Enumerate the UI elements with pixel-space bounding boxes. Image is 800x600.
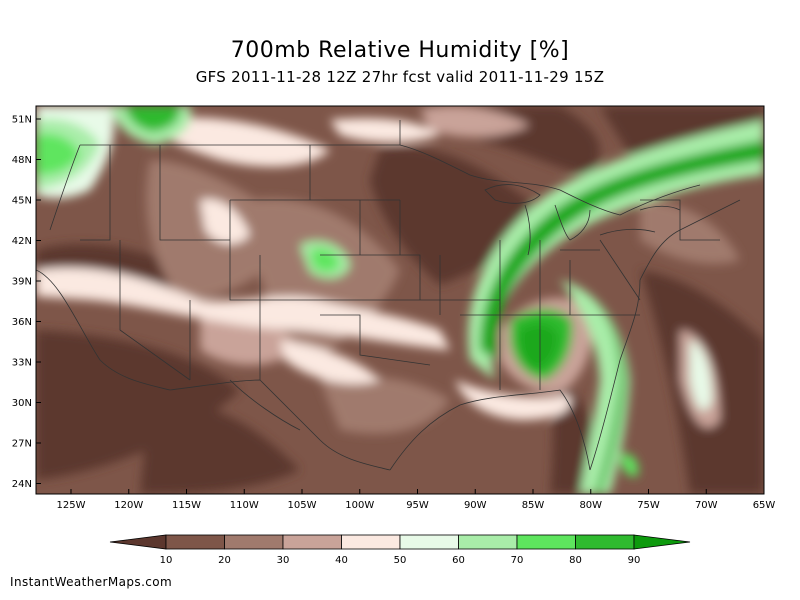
credit-text: InstantWeatherMaps.com [10,575,173,589]
lat-tick-label: 30N [12,398,32,409]
colorbar-label: 20 [218,555,231,566]
colorbar-label: 50 [394,555,407,566]
colorbar-segment [516,534,576,550]
state-borders [36,120,741,471]
colorbar-label: 10 [160,555,173,566]
lon-tick-label: 65W [753,500,776,511]
longitude-axis: 125W 120W 115W 110W 105W 100W 95W 90W 85W 80W 75W 7… [57,489,776,511]
colorbar-label: 40 [335,555,348,566]
lon-tick-label: 125W [57,500,86,511]
colorbar-label: 70 [511,555,524,566]
colorbar-label: 30 [277,555,290,566]
colorbar-legend: 10 20 30 40 50 60 70 80 90 [109,534,691,566]
colorbar-segment [282,534,342,550]
lon-tick-label: 115W [172,500,201,511]
latitude-axis: 51N 48N 45N 42N 39N 36N 33N 30N 27N 24N [12,115,41,490]
lon-tick-label: 95W [406,500,429,511]
colorbar-low-end [109,534,167,550]
lon-tick-label: 85W [522,500,545,511]
lat-tick-label: 27N [12,439,32,450]
lat-tick-label: 36N [12,317,32,328]
lon-tick-label: 120W [114,500,143,511]
lat-tick-label: 39N [12,277,32,288]
colorbar-segment [224,534,284,550]
colorbar-label: 90 [628,555,641,566]
colorbar-high-end [633,534,691,550]
lat-tick-label: 24N [12,479,32,490]
chart-subtitle: GFS 2011-11-28 12Z 27hr fcst valid 2011-… [195,68,605,86]
humidity-field [36,106,764,494]
colorbar-segment [165,534,225,550]
colorbar-label: 60 [452,555,465,566]
lat-tick-label: 33N [12,358,32,369]
lon-tick-label: 110W [230,500,259,511]
colorbar-segment [458,534,518,550]
lon-tick-label: 100W [345,500,374,511]
great-lakes [484,184,681,256]
colorbar-label: 80 [569,555,582,566]
lat-tick-label: 45N [12,196,32,207]
chart-title: 700mb Relative Humidity [%] [230,38,570,63]
colorbar-segment [341,534,401,550]
colorbar-segment [575,534,635,550]
lat-tick-label: 42N [12,236,32,247]
lat-tick-label: 51N [12,115,32,126]
colorbar-segment [399,534,459,550]
lon-tick-label: 75W [637,500,660,511]
lon-tick-label: 80W [579,500,602,511]
lon-tick-label: 70W [695,500,718,511]
lon-tick-label: 105W [288,500,317,511]
lon-tick-label: 90W [464,500,487,511]
lat-tick-label: 48N [12,155,32,166]
